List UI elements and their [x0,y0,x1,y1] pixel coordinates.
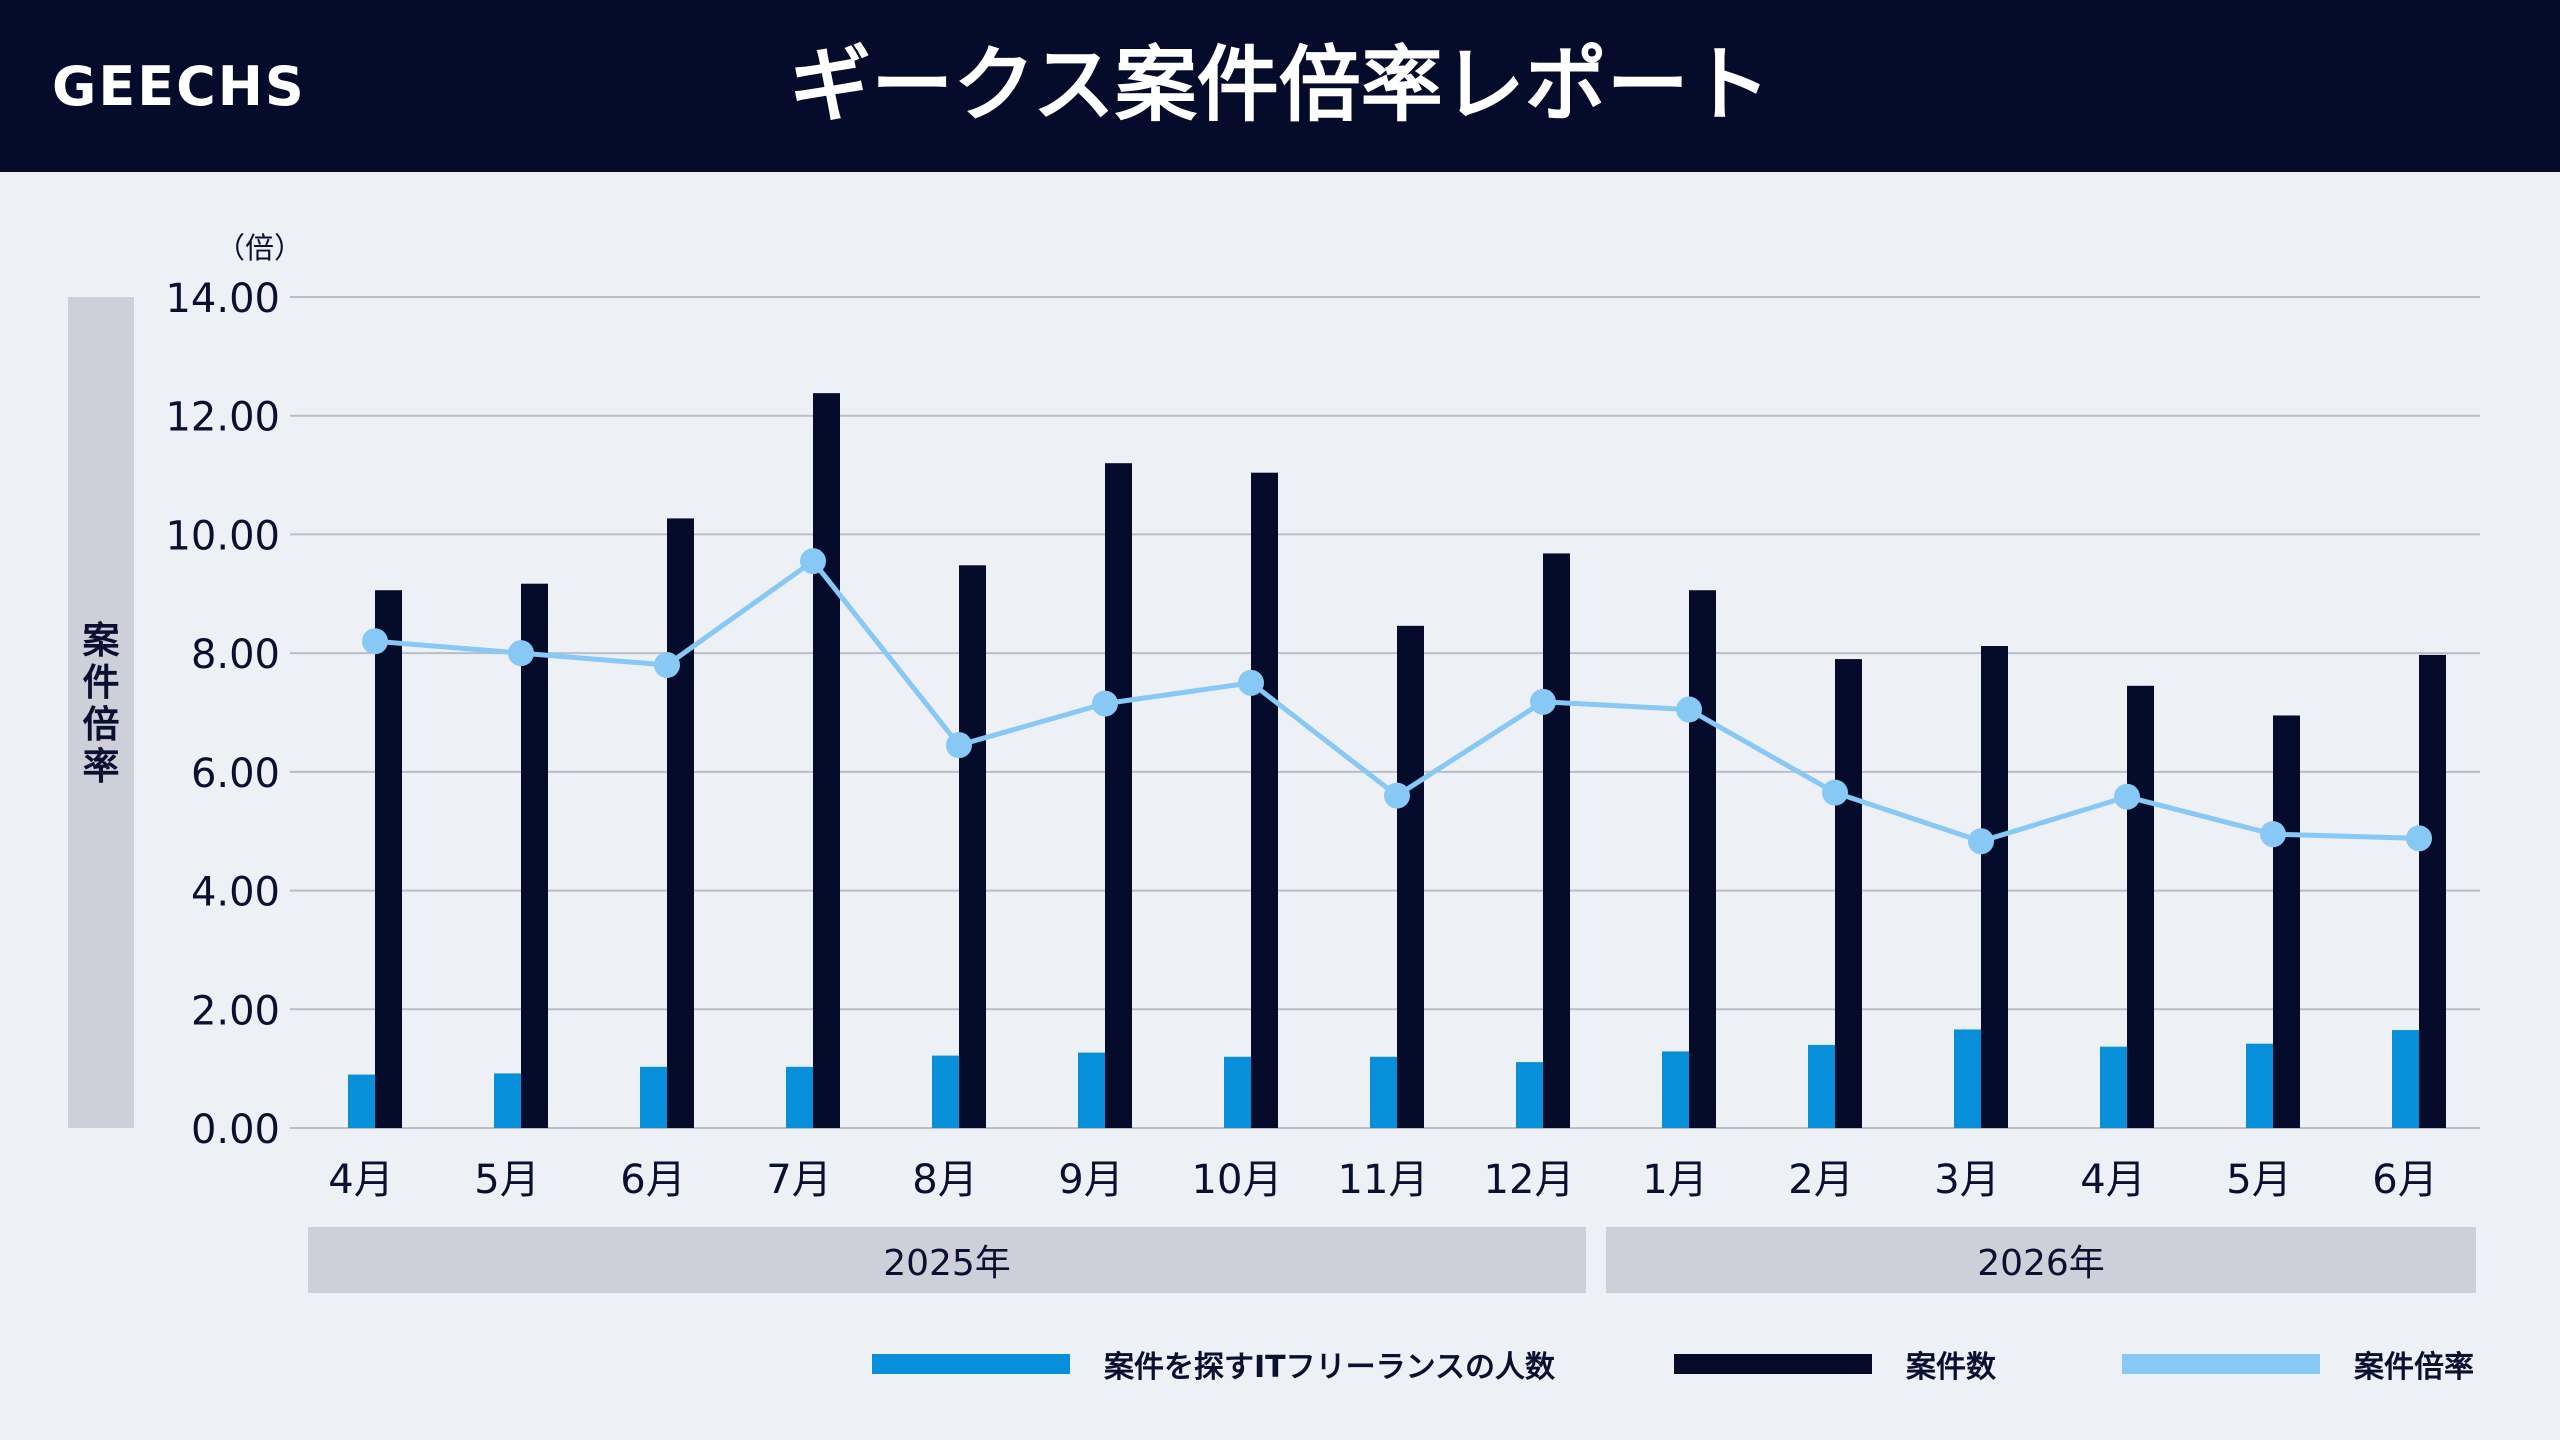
project-count-bar [2419,654,2446,1128]
engineer-count-bar [1662,1051,1689,1128]
engineer-count-bar [1078,1052,1105,1128]
project-count-bar [1981,646,2008,1128]
project-count-bar [1835,659,1862,1128]
project-count-bar [1689,590,1716,1128]
engineer-count-bar [932,1055,959,1128]
x-tick-label: 4月 [328,1157,393,1203]
legend-swatch [2122,1354,2320,1374]
ratio-point [2406,825,2432,852]
engineer-count-bar [640,1066,667,1128]
x-tick-label: 12月 [1484,1157,1575,1203]
header-bar: GEECHS ギークス案件倍率レポート [0,0,2560,172]
y-tick-label: 2.00 [191,988,280,1034]
ratio-point [800,548,826,575]
project-count-bar [1543,553,1570,1128]
engineer-count-bar [2392,1030,2419,1128]
legend-label: 案件数 [1906,1350,1996,1385]
project-count-bar [521,583,548,1128]
ratio-point [1530,688,1556,715]
project-count-bar [1251,472,1278,1128]
x-tick-label: 2月 [1788,1157,1853,1203]
x-tick-label: 1月 [1642,1157,1707,1203]
legend-swatch [1674,1354,1872,1374]
ratio-point [946,732,972,759]
engineer-count-bar [2246,1043,2273,1128]
legend-item: 案件を探すITフリーランスの人数 [872,1342,1555,1386]
y-tick-label: 10.00 [165,513,280,559]
page-title: ギークス案件倍率レポート [789,38,1771,133]
ratio-point [2260,821,2286,848]
project-count-bar [959,565,986,1128]
engineer-count-bar [1516,1062,1543,1128]
project-count-bar [1105,463,1132,1128]
x-tick-label: 10月 [1192,1157,1283,1203]
x-tick-label: 8月 [912,1157,977,1203]
project-count-bar [2127,685,2154,1128]
y-tick-label: 8.00 [191,632,280,678]
ratio-point [1968,828,1994,855]
ratio-point [362,628,388,655]
y-axis-title-char: 率 [82,745,120,788]
project-count-bar [2273,715,2300,1128]
ratio-point [1822,779,1848,806]
legend-swatch [872,1354,1070,1374]
engineer-count-bar [786,1066,813,1128]
y-tick-label: 12.00 [165,395,280,441]
engineer-count-bar [2100,1046,2127,1128]
brand-logo: GEECHS [52,55,306,118]
y-tick-label: 4.00 [191,870,280,916]
project-count-bar [813,393,840,1128]
x-tick-label: 3月 [1934,1157,1999,1203]
y-tick-label: 6.00 [191,751,280,797]
x-tick-label: 6月 [620,1157,685,1203]
ratio-point [1384,782,1410,809]
project-count-bar [1397,625,1424,1128]
year-group-label: 2025年 [308,1227,1586,1293]
engineer-count-bar [348,1074,375,1128]
ratio-point [1092,690,1118,717]
ratio-point [1238,669,1264,696]
engineer-count-bar [1954,1029,1981,1128]
y-axis-unit: （倍） [216,231,304,265]
y-axis-title-char: 件 [82,661,120,704]
x-tick-label: 5月 [2226,1157,2291,1203]
engineer-count-bar [1808,1044,1835,1128]
x-tick-label: 9月 [1058,1157,1123,1203]
y-axis-title-char: 倍 [82,703,120,746]
ratio-point [508,640,534,667]
engineer-count-bar [1370,1056,1397,1128]
y-axis-title-char: 案 [82,619,120,662]
legend-label: 案件倍率 [2354,1350,2474,1385]
ratio-chart: 0.00 2.00 4.00 6.00 8.00 10.00 12.00 14.00 4月 5月 6… [165,276,2480,1203]
y-axis-label-bar [68,297,134,1128]
ratio-point [1676,696,1702,723]
legend-item: 案件数 [1674,1342,1996,1386]
ratio-point [654,652,680,679]
y-tick-label: 0.00 [191,1107,280,1153]
x-tick-label: 4月 [2080,1157,2145,1203]
x-tick-label: 6月 [2372,1157,2437,1203]
x-tick-label: 11月 [1338,1157,1429,1203]
x-tick-label: 5月 [474,1157,539,1203]
project-count-bar [667,518,694,1128]
project-count-bar [375,590,402,1128]
legend-item: 案件倍率 [2122,1342,2474,1386]
year-group-label: 2026年 [1606,1227,2476,1293]
ratio-point [2114,783,2140,810]
y-tick-label: 14.00 [165,276,280,322]
legend-label: 案件を探すITフリーランスの人数 [1104,1350,1556,1385]
y-axis-title: 案件倍率 [68,620,134,788]
x-tick-label: 7月 [766,1157,831,1203]
engineer-count-bar [1224,1056,1251,1128]
engineer-count-bar [494,1073,521,1128]
